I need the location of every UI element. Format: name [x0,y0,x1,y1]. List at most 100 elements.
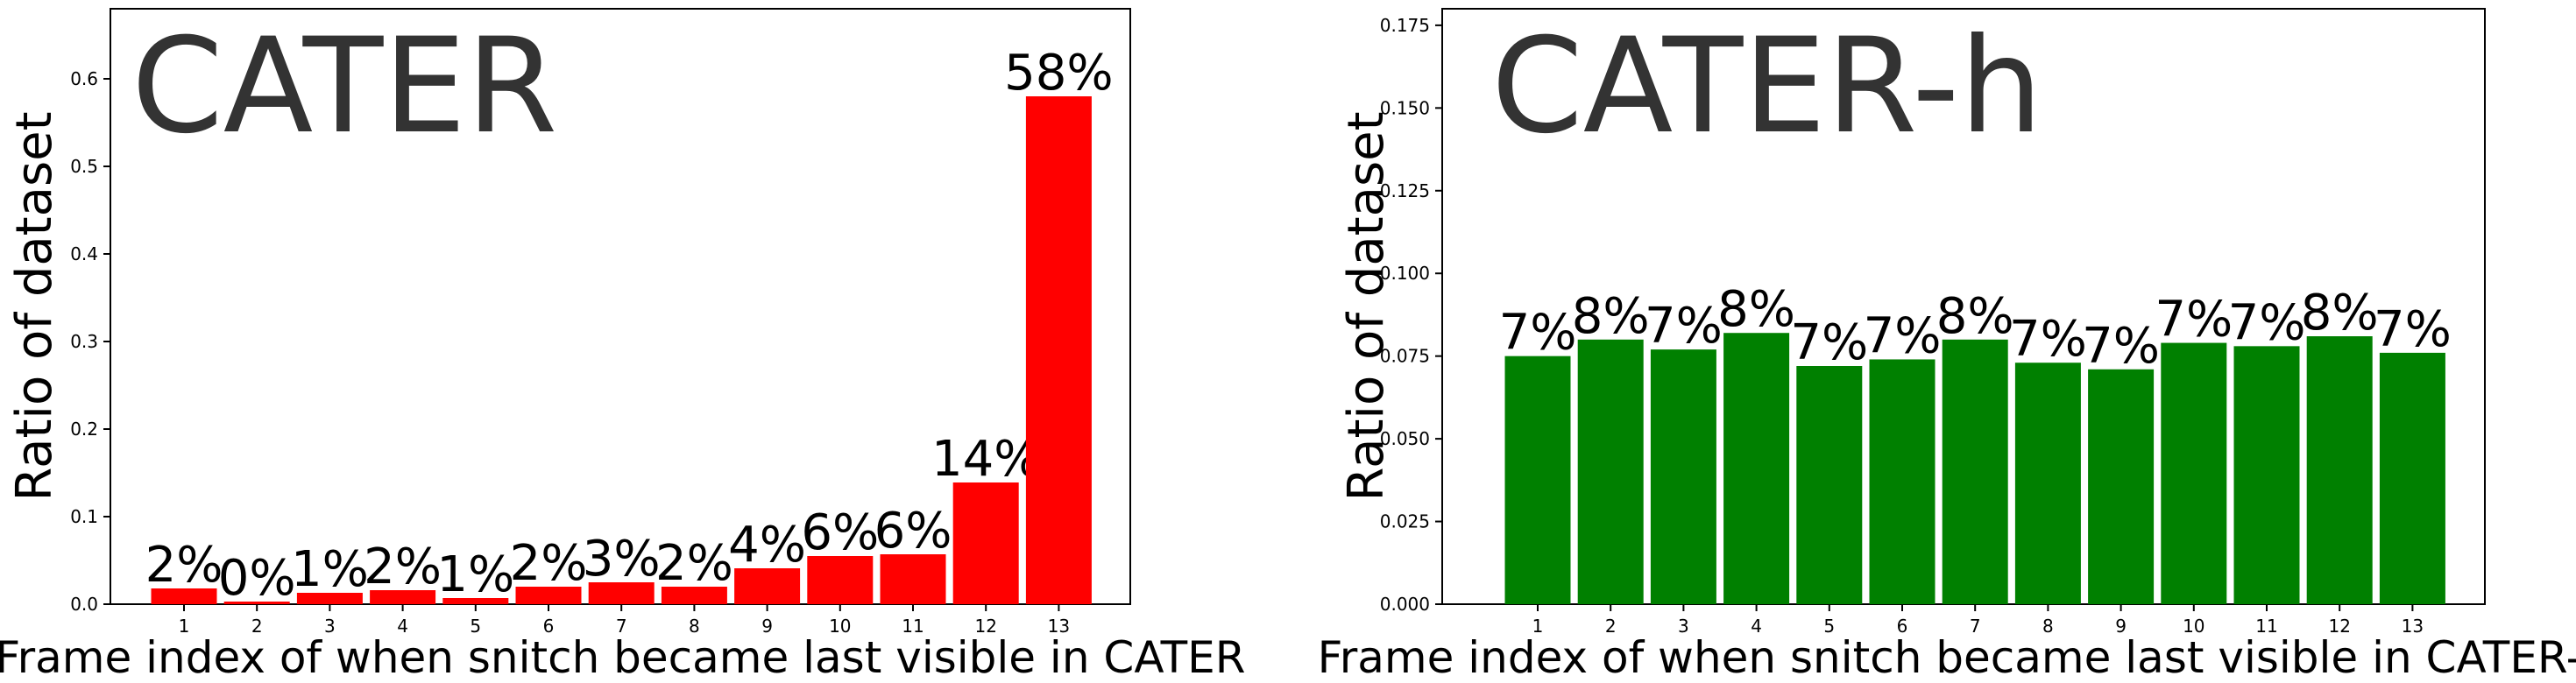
bar-value-label: 8% [1717,281,1795,338]
x-tick-label: 3 [1678,616,1689,637]
y-tick-label: 0.5 [70,156,98,177]
bar-value-label: 6% [801,504,879,561]
bar-value-label: 7% [1499,305,1577,362]
bar-value-label: 8% [1572,288,1650,345]
x-tick-label: 5 [470,616,481,637]
x-tick-label: 1 [179,616,190,637]
bar [442,598,509,604]
bar [1942,339,2008,604]
bar [880,554,946,604]
y-tick-label: 0.1 [70,506,98,527]
y-tick-label: 0.150 [1380,97,1430,118]
x-tick-label: 12 [974,616,996,637]
x-tick-label: 7 [616,616,627,637]
bar [515,587,582,604]
x-tick-label: 13 [1048,616,1070,637]
bar-value-label: 4% [728,517,806,574]
bar [661,587,727,604]
bar [588,582,655,604]
y-tick-label: 0.0 [70,594,98,615]
bar-value-label: 1% [436,546,514,603]
bar [734,568,801,604]
x-tick-label: 4 [1751,616,1762,637]
bar-value-label: 2% [655,535,733,592]
bar-value-label: 7% [2228,294,2306,351]
x-tick-label: 11 [2255,616,2277,637]
y-tick-label: 0.2 [70,419,98,440]
x-tick-label: 2 [251,616,263,637]
bar [2379,352,2445,604]
x-tick-label: 7 [1970,616,1981,637]
bar [1577,339,1644,604]
y-tick-label: 0.6 [70,68,98,89]
bar [296,593,363,604]
bar [1723,333,1790,604]
bar [952,482,1019,604]
x-tick-label: 10 [2183,616,2204,637]
x-tick-label: 4 [397,616,408,637]
x-tick-label: 6 [543,616,555,637]
bar-value-label: 7% [2155,292,2233,349]
bar-value-label: 7% [1645,298,1723,355]
bar-value-label: 8% [2301,285,2379,342]
bar [2306,336,2373,604]
y-tick-label: 0.3 [70,331,98,352]
x-tick-label: 3 [324,616,336,637]
x-tick-label: 10 [829,616,851,637]
x-tick-label: 9 [2115,616,2127,637]
bar-value-label: 2% [364,539,442,595]
x-tick-label: 6 [1897,616,1908,637]
bar-value-label: 0% [218,550,296,607]
bar-value-label: 7% [2374,301,2452,358]
x-tick-label: 8 [689,616,700,637]
bar [1504,356,1571,604]
bar-value-label: 7% [2082,318,2160,375]
y-tick-label: 0.025 [1380,511,1430,532]
x-tick-label: 9 [761,616,773,637]
bar [1650,349,1716,604]
bar-value-label: 7% [2009,311,2087,368]
y-tick-label: 0.075 [1380,346,1430,367]
x-tick-label: 2 [1605,616,1617,637]
bar-value-label: 58% [1004,45,1113,102]
bar-value-label: 6% [874,503,952,560]
bar [807,556,874,604]
y-tick-label: 0.000 [1380,594,1430,615]
y-tick-label: 0.050 [1380,428,1430,449]
x-tick-label: 12 [2328,616,2350,637]
bar-value-label: 14% [931,431,1040,488]
y-axis-label: Ratio of dataset [6,111,63,501]
x-axis-label: Frame index of when snitch became last v… [1318,632,2576,683]
bar-value-label: 3% [583,531,661,588]
chart-title: CATER [131,11,557,163]
bar-value-label: 7% [1864,307,1942,364]
y-tick-label: 0.125 [1380,180,1430,201]
cater-h-chart: 7% 1 8% 2 7% 3 8% 4 7% 5 7% 6 8% 7 7% 8 7% 9 7% 10 7% 11 8% 12 7… [1318,8,2576,683]
bar [151,588,217,604]
cater-chart: 2% 1 0% 2 1% 3 2% 4 1% 5 2% 6 3% 7 2% 8 4% 9 6% 10 6% 11 14% 12… [0,8,1246,683]
bar-value-label: 8% [1936,288,2014,345]
bar [1869,359,1936,604]
x-tick-label: 8 [2042,616,2054,637]
bar [370,590,436,604]
x-tick-label: 13 [2402,616,2424,637]
chart-title: CATER-h [1491,11,2042,163]
bar-value-label: 7% [1790,314,1868,371]
bar [2014,363,2081,604]
x-tick-label: 1 [1532,616,1544,637]
bar [1025,96,1092,604]
bar [1796,366,1863,604]
y-axis-label: Ratio of dataset [1338,111,1395,501]
x-tick-label: 5 [1823,616,1835,637]
bar-value-label: 2% [145,537,223,594]
bar [2161,342,2227,604]
bar [2088,369,2155,604]
x-axis-label: Frame index of when snitch became last v… [0,632,1246,683]
bar [2233,346,2300,604]
y-tick-label: 0.4 [70,243,98,264]
y-tick-label: 0.100 [1380,263,1430,284]
y-tick-label: 0.175 [1380,15,1430,36]
x-tick-label: 11 [902,616,924,637]
bar-value-label: 1% [291,541,369,598]
